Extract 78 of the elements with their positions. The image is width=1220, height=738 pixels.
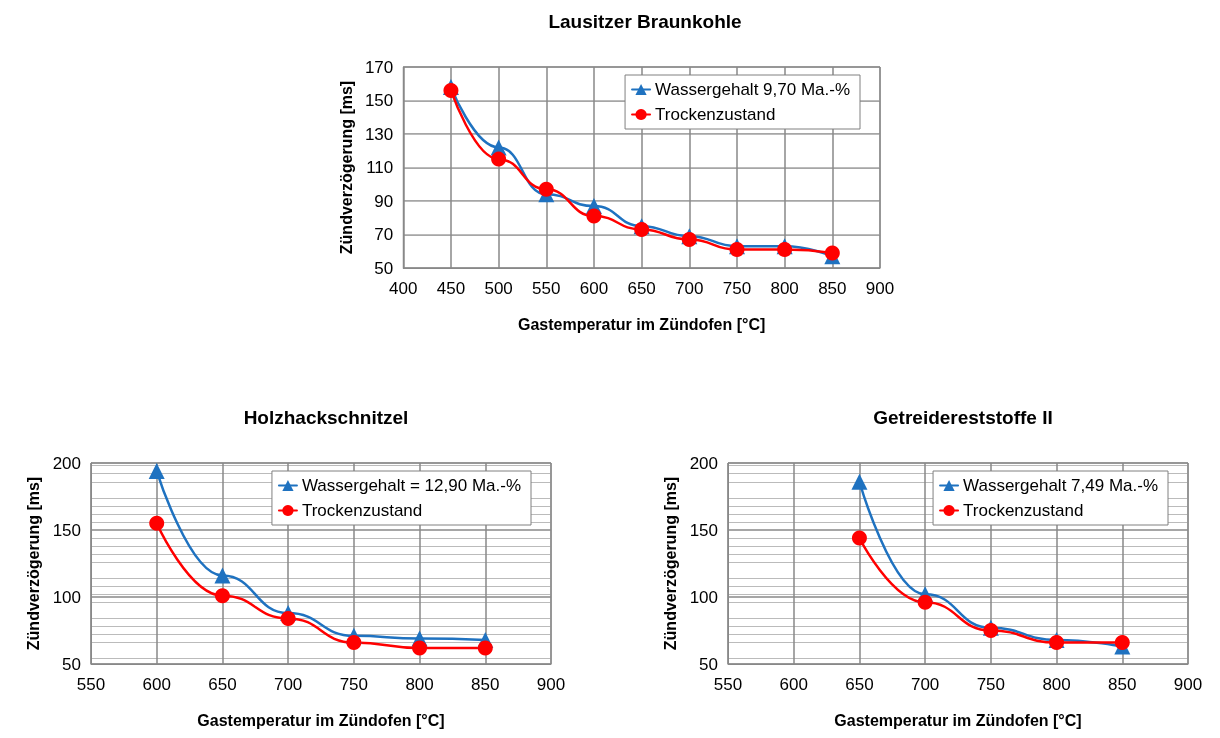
y-tick-label: 100 xyxy=(689,587,718,607)
point xyxy=(917,594,933,610)
x-tick-label: 850 xyxy=(471,675,500,694)
x-tick-label: 750 xyxy=(976,675,1006,694)
y-axis-title: Zündverzögerung [ms] xyxy=(25,476,43,651)
legend-label: Wassergehalt 7,49 Ma.-% xyxy=(963,476,1158,495)
x-tick-label: 550 xyxy=(713,675,743,694)
x-tick-label: 700 xyxy=(910,675,940,694)
y-tick-label: 90 xyxy=(374,191,394,211)
point xyxy=(149,515,165,531)
legend-label: Trockenzustand xyxy=(963,501,1084,520)
x-tick-label: 700 xyxy=(675,279,704,298)
x-tick-label: 850 xyxy=(1108,675,1137,694)
x-tick-label: 450 xyxy=(436,279,466,298)
y-tick-label: 150 xyxy=(689,520,718,540)
x-axis-title: Gastemperatur im Zündofen [°C] xyxy=(517,315,766,333)
y-tick-label: 130 xyxy=(364,124,394,144)
legend-label: Wassergehalt = 12,90 Ma.-% xyxy=(301,476,521,495)
point xyxy=(148,463,165,480)
point xyxy=(214,588,230,604)
x-tick-label: 900 xyxy=(536,675,566,694)
y-axis-title: Zündverzögerung [ms] xyxy=(337,80,355,255)
point xyxy=(346,635,362,651)
y-tick-label: 200 xyxy=(689,453,718,473)
y-tick-label: 150 xyxy=(364,91,394,110)
x-tick-label: 600 xyxy=(779,675,808,694)
x-tick-label: 800 xyxy=(1042,675,1071,694)
point xyxy=(777,242,793,258)
x-tick-label: 650 xyxy=(845,675,874,694)
y-axis-title: Zündverzögerung [ms] xyxy=(662,476,680,651)
x-tick-label: 650 xyxy=(627,279,656,298)
point xyxy=(538,181,554,197)
y-tick-label: 170 xyxy=(364,57,394,77)
chart-title: Holzhackschnitzel xyxy=(243,407,409,428)
y-tick-label: 200 xyxy=(52,453,81,473)
y-tick-label: 110 xyxy=(366,158,394,177)
x-tick-label: 750 xyxy=(722,279,752,298)
x-tick-label: 800 xyxy=(770,279,799,298)
point xyxy=(851,530,867,546)
y-tick-label: 50 xyxy=(374,258,394,278)
point xyxy=(983,623,999,638)
x-tick-label: 800 xyxy=(405,675,434,694)
x-tick-label: 750 xyxy=(339,675,369,694)
x-tick-label: 550 xyxy=(532,279,561,298)
point xyxy=(681,232,697,248)
point xyxy=(412,640,428,656)
point xyxy=(491,151,507,167)
x-tick-label: 500 xyxy=(484,279,513,298)
x-tick-label: 700 xyxy=(273,675,303,694)
chart-title: Getreidereststoffe II xyxy=(873,407,1053,428)
point xyxy=(1049,635,1065,651)
x-tick-label: 600 xyxy=(579,279,609,298)
point xyxy=(824,245,840,261)
legend-label: Trockenzustand xyxy=(655,105,776,124)
x-axis-title: Gastemperatur im Zündofen [°C] xyxy=(197,711,445,729)
x-tick-label: 900 xyxy=(865,279,895,298)
y-tick-label: 100 xyxy=(52,587,81,607)
x-tick-label: 400 xyxy=(389,279,418,298)
chart-title: Lausitzer Braunkohle xyxy=(548,11,742,32)
point xyxy=(729,242,745,258)
point xyxy=(586,208,602,224)
y-tick-label: 70 xyxy=(374,225,394,244)
x-tick-label: 650 xyxy=(208,675,237,694)
point xyxy=(477,640,493,656)
y-tick-label: 50 xyxy=(699,654,718,674)
point xyxy=(280,610,296,626)
legend-label: Wassergehalt 9,70 Ma.-% xyxy=(655,80,850,99)
x-tick-label: 550 xyxy=(76,675,106,694)
point xyxy=(214,567,231,584)
point xyxy=(851,473,868,490)
x-axis-title: Gastemperatur im Zündofen [°C] xyxy=(834,711,1082,729)
x-tick-label: 850 xyxy=(818,279,847,298)
x-tick-label: 900 xyxy=(1173,675,1203,694)
y-tick-label: 50 xyxy=(62,654,81,674)
y-tick-label: 150 xyxy=(52,520,81,540)
point xyxy=(1114,635,1130,651)
x-tick-label: 600 xyxy=(142,675,171,694)
legend-label: Trockenzustand xyxy=(301,501,423,520)
